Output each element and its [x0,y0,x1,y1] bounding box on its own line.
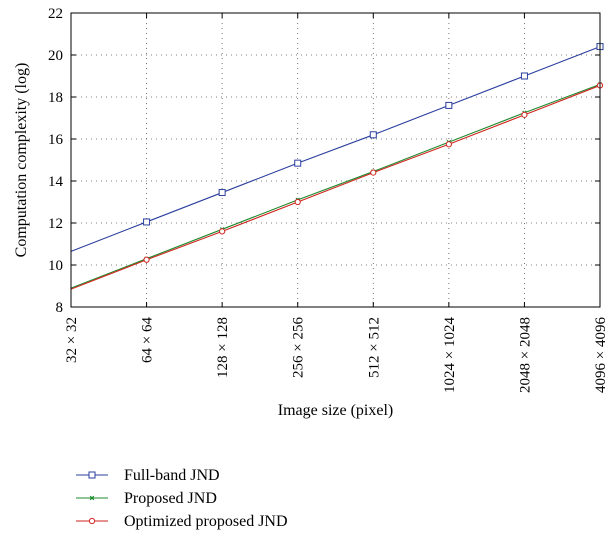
legend-label: Full-band JND [124,467,220,484]
legend-entry: Proposed JND [76,490,217,507]
x-tick-label: 128 × 128 [215,317,231,378]
legend-label: Proposed JND [124,490,217,507]
legend-entry: Optimized proposed JND [76,513,288,530]
series-line [70,46,601,252]
data-point [294,159,302,167]
data-point [89,495,95,501]
series-2 [70,82,604,290]
data-point [445,101,453,109]
grid [71,13,600,307]
y-tick-label: 12 [48,216,63,232]
x-tick-label: 256 × 256 [291,317,307,378]
y-tick-labels: 8 10 12 14 16 18 20 22 [48,6,64,316]
data-point [294,198,301,206]
data-point [445,141,452,148]
y-tick-label: 14 [48,174,64,190]
x-tick-label: 32 × 32 [64,317,80,363]
x-tick-labels: 32 × 32 64 × 64 128 × 128 256 × 256 512 × 51… [64,317,608,393]
legend-label: Optimized proposed JND [124,513,288,530]
plot-frame [70,12,601,308]
legend: Full-band JND Proposed JND Optimized propo… [76,467,288,530]
data-point [219,228,226,235]
ticks [70,12,601,308]
x-tick-label: 512 × 512 [366,317,382,378]
data-point [88,471,96,479]
x-axis-title: Image size (pixel) [278,402,394,419]
data-point [88,517,96,525]
legend-entry: Full-band JND [76,467,220,484]
y-tick-label: 22 [48,6,63,22]
x-tick-label: 64 × 64 [140,317,156,363]
series-layer [70,43,604,290]
data-point [218,189,226,197]
data-point [370,169,377,176]
data-point [143,218,151,226]
x-tick-label: 1024 × 1024 [442,317,458,393]
x-tick-label: 2048 × 2048 [517,317,533,393]
series-line [70,83,601,289]
series-0 [70,43,604,252]
y-tick-label: 18 [48,90,63,106]
data-point [520,72,528,80]
y-tick-label: 20 [48,48,63,64]
series-line [70,84,601,290]
y-tick-label: 8 [56,300,64,316]
y-tick-label: 16 [48,132,64,148]
y-axis-title: Computation complexity (log) [13,63,30,258]
data-point [369,131,377,139]
data-point [521,111,528,118]
data-point [143,256,150,263]
x-tick-label: 4096 × 4096 [593,317,608,393]
y-tick-label: 10 [48,258,63,274]
